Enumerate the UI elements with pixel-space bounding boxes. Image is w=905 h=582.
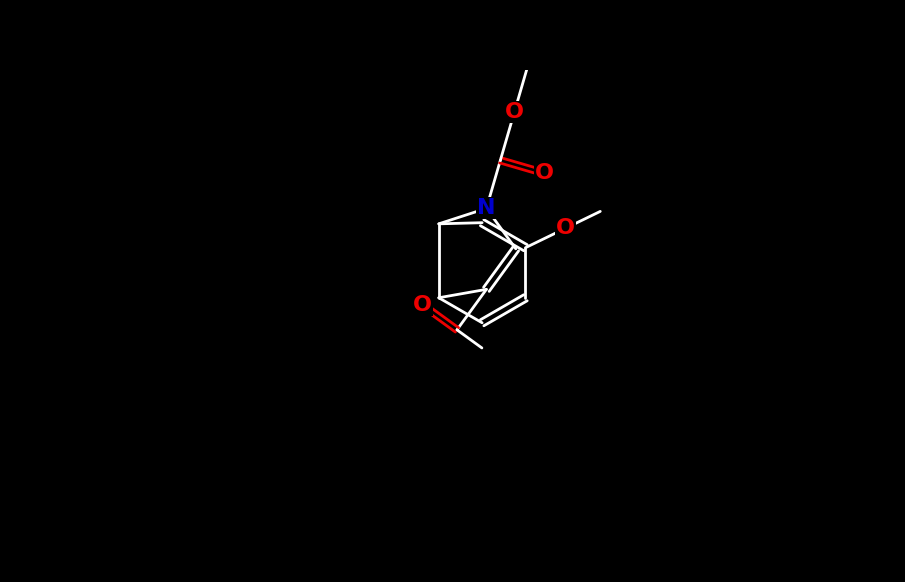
- Text: O: O: [535, 163, 554, 183]
- Text: O: O: [505, 102, 524, 122]
- Text: O: O: [414, 295, 433, 315]
- Text: N: N: [477, 198, 496, 218]
- Text: O: O: [557, 218, 576, 238]
